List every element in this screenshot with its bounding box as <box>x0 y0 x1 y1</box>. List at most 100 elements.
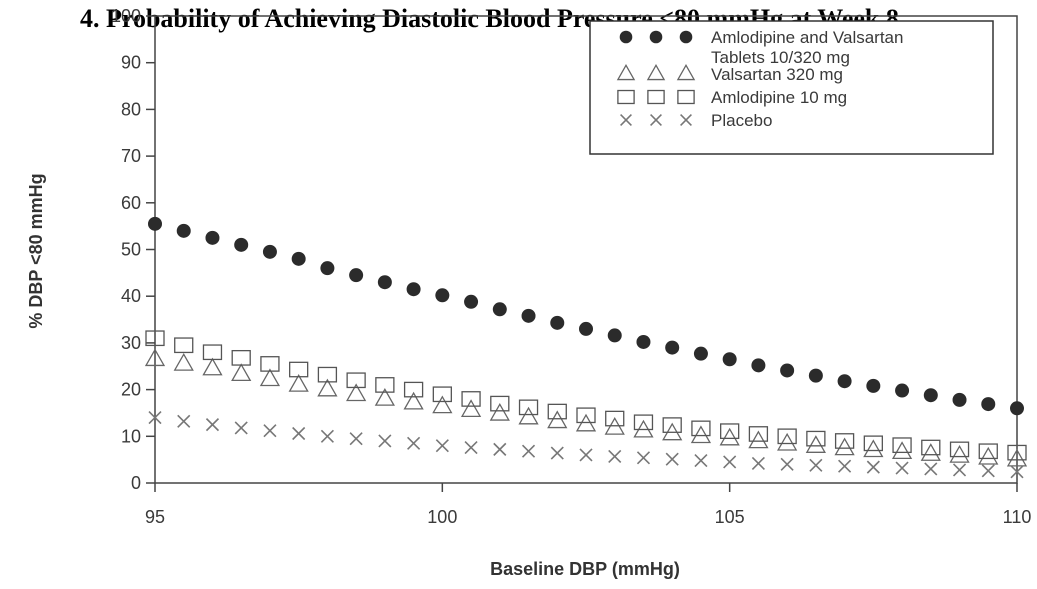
data-point <box>174 337 194 354</box>
data-point <box>719 427 740 446</box>
y-tick-label: 40 <box>121 286 141 306</box>
data-point <box>921 439 941 456</box>
y-tick-label: 0 <box>131 473 141 493</box>
data-point <box>693 346 708 361</box>
y-tick-label: 100 <box>111 6 141 26</box>
x-tick-label: 105 <box>715 507 745 527</box>
data-point <box>748 426 769 442</box>
x-axis-label: Baseline DBP (mmHg) <box>490 559 680 579</box>
legend-marker <box>649 30 663 44</box>
data-point <box>234 421 248 435</box>
data-point <box>317 366 338 383</box>
x-tick-label: 100 <box>427 507 457 527</box>
data-point <box>723 455 737 469</box>
data-point <box>722 352 737 367</box>
y-axis-label: % DBP <80 mmHg <box>26 173 46 328</box>
data-point <box>521 308 536 323</box>
data-point <box>375 377 395 393</box>
data-point <box>691 420 711 437</box>
series-1 <box>148 216 1024 416</box>
data-point <box>892 437 912 454</box>
data-point <box>834 433 855 449</box>
y-tick-label: 30 <box>121 333 141 353</box>
legend-marker <box>619 30 633 44</box>
data-point <box>317 378 338 397</box>
data-point <box>320 261 335 276</box>
legend-marker <box>647 89 665 105</box>
legend-marker <box>676 64 696 81</box>
legend-label: Amlodipine 10 mg <box>711 88 847 107</box>
data-point <box>895 383 910 398</box>
data-point <box>432 386 452 403</box>
data-point <box>205 418 220 432</box>
y-tick-label: 50 <box>121 240 141 260</box>
data-point <box>288 374 309 392</box>
data-point <box>493 442 507 456</box>
data-point <box>145 330 165 347</box>
data-point <box>205 230 220 245</box>
data-point <box>665 452 679 466</box>
data-point <box>665 340 680 355</box>
data-point <box>866 460 880 474</box>
data-point <box>177 414 191 428</box>
data-point <box>292 426 306 441</box>
data-point <box>949 444 970 463</box>
data-point <box>144 348 166 367</box>
data-point <box>346 383 367 402</box>
data-point <box>891 441 913 460</box>
data-point <box>377 275 392 290</box>
legend-marker <box>677 89 695 105</box>
data-point <box>579 321 593 336</box>
data-point <box>924 462 938 476</box>
data-point <box>1010 401 1024 416</box>
data-point <box>176 223 191 238</box>
data-point <box>489 402 510 421</box>
legend-marker <box>617 89 635 105</box>
data-point <box>863 439 884 458</box>
data-point <box>407 436 421 450</box>
data-point <box>920 443 941 461</box>
data-point <box>636 451 651 465</box>
plot-area: 0 10 20 30 40 50 60 70 80 90 100 95 100 105 110 <box>111 6 1031 527</box>
data-point <box>349 268 364 283</box>
data-point <box>895 461 909 475</box>
data-point <box>605 410 625 427</box>
data-point <box>780 457 794 471</box>
title-occluder <box>0 0 1037 2</box>
x-tick-label: 95 <box>145 507 165 527</box>
data-point <box>492 302 507 317</box>
data-point <box>262 244 277 259</box>
legend-label: Placebo <box>711 111 772 130</box>
data-point <box>346 372 366 389</box>
data-point <box>378 434 392 448</box>
data-point <box>403 391 424 410</box>
data-point <box>550 446 564 460</box>
data-point <box>202 357 223 376</box>
data-point <box>1007 444 1027 461</box>
series-4 <box>148 411 1024 479</box>
data-point <box>834 437 855 456</box>
data-point <box>406 282 421 297</box>
data-point <box>263 424 277 438</box>
x-tick-label: 110 <box>1003 507 1032 527</box>
y-tick-label: 90 <box>121 53 141 73</box>
data-point <box>349 432 363 446</box>
legend-label: Amlodipine and Valsartan <box>711 28 903 47</box>
data-point <box>863 435 883 452</box>
data-point <box>866 378 881 393</box>
legend-marker <box>650 114 662 126</box>
data-point <box>518 406 539 425</box>
y-tick-label: 20 <box>121 380 141 400</box>
data-point <box>607 328 622 343</box>
data-point <box>720 423 740 440</box>
legend-marker <box>646 64 666 81</box>
data-point <box>694 454 708 468</box>
data-point <box>320 429 334 443</box>
data-point <box>751 358 766 373</box>
data-point <box>808 368 823 383</box>
data-point <box>949 441 970 458</box>
data-point <box>806 430 826 447</box>
data-point <box>173 352 194 371</box>
y-tick-label: 10 <box>121 426 141 446</box>
